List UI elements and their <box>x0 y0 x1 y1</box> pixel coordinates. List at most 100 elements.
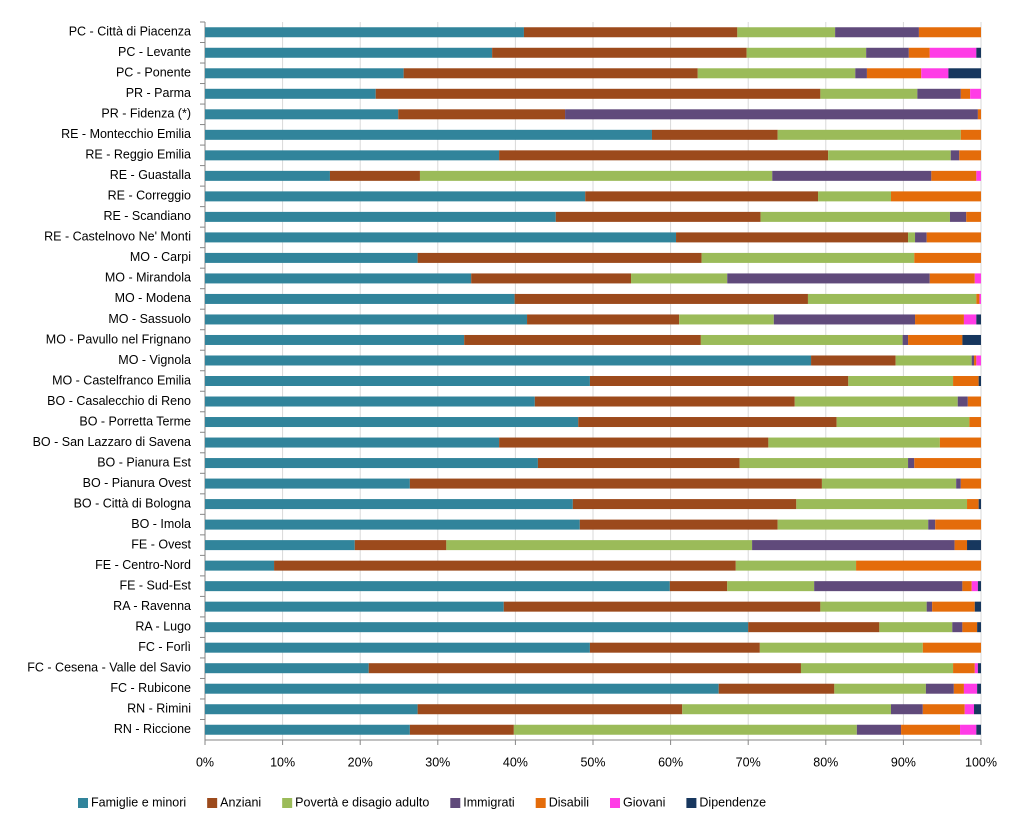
bar-segment <box>682 704 891 715</box>
bar-segment <box>205 252 418 263</box>
y-tick-label: MO - Castelfranco Emilia <box>52 373 191 387</box>
bar-segment <box>205 47 493 58</box>
y-tick-label: RA - Ravenna <box>113 599 191 613</box>
bar-segment <box>701 252 915 263</box>
bar-segment <box>848 376 954 386</box>
y-tick-label: RE - Montecchio Emilia <box>61 127 191 141</box>
y-tick-label: BO - Imola <box>131 517 191 531</box>
bar-segment <box>966 211 981 222</box>
bar-segment <box>914 252 981 263</box>
bar-segment <box>679 314 774 325</box>
bar-segment <box>403 68 698 79</box>
x-tick-label: 70% <box>736 755 761 769</box>
bar-segment <box>953 663 975 674</box>
bar-segment <box>922 642 981 653</box>
legend-swatch <box>282 798 293 808</box>
legend-label: Disabili <box>549 795 589 809</box>
bar-segment <box>976 293 980 304</box>
bar-segment <box>727 273 930 284</box>
bar-segment <box>205 273 472 284</box>
bar-segment <box>274 560 736 571</box>
x-tick-label: 40% <box>503 755 528 769</box>
x-tick-label: 50% <box>580 755 605 769</box>
bar-segment <box>820 88 918 99</box>
bar-segment <box>974 663 978 674</box>
bar-segment <box>917 88 961 99</box>
x-tick-label: 20% <box>348 755 373 769</box>
legend-label: Povertà e disagio adulto <box>295 795 429 809</box>
legend-label: Giovani <box>623 795 665 809</box>
bar-segment <box>205 704 418 715</box>
bar-segment <box>205 519 580 530</box>
y-tick-label: FC - Rubicone <box>110 681 191 695</box>
bar-segment <box>918 27 981 38</box>
bar-segment <box>777 129 961 140</box>
y-tick-label: PR - Parma <box>126 86 191 100</box>
bar-segment <box>977 581 981 592</box>
bar-segment <box>205 581 670 592</box>
bar-segment <box>967 499 979 510</box>
bar-segment <box>932 601 975 612</box>
legend-swatch <box>686 798 697 808</box>
bar-segment <box>205 232 677 243</box>
bar-segment <box>901 724 961 735</box>
bar-segment <box>471 273 632 284</box>
bar-segment <box>503 601 821 612</box>
bar-segment <box>205 396 535 407</box>
y-tick-label: RE - Castelnovo Ne' Monti <box>44 230 191 244</box>
bar-segment <box>977 663 981 674</box>
bar-segment <box>963 314 977 325</box>
bar-segment <box>835 27 919 38</box>
bar-segment <box>811 355 896 366</box>
bar-segment <box>828 150 951 161</box>
y-tick-label: BO - Pianura Est <box>97 455 191 469</box>
bar-segment <box>329 170 420 181</box>
bar-segment <box>572 499 797 510</box>
bar-segment <box>760 211 950 222</box>
legend-swatch <box>78 798 88 808</box>
bar-segment <box>796 499 968 510</box>
bar-segment <box>915 232 927 243</box>
bar-segment <box>926 232 981 243</box>
x-tick-label: 30% <box>425 755 450 769</box>
bar-segment <box>578 417 837 428</box>
bar-segment <box>735 560 857 571</box>
bar-segment <box>205 68 404 79</box>
bar-segment <box>978 499 981 510</box>
bar-segment <box>954 540 968 551</box>
bar-segment <box>977 683 981 694</box>
legend-swatch <box>610 798 620 808</box>
bar-segment <box>895 355 972 366</box>
bar-segment <box>935 519 981 530</box>
bar-segment <box>976 355 981 366</box>
bar-segment <box>417 252 702 263</box>
bar-segment <box>205 458 538 469</box>
bar-segment <box>375 88 821 99</box>
y-tick-label: FC - Cesena - Valle del Savio <box>27 660 191 674</box>
bar-segment <box>409 478 822 489</box>
bar-segment <box>676 232 909 243</box>
y-tick-label: MO - Sassuolo <box>108 312 191 326</box>
bar-segment <box>205 109 399 120</box>
bar-segment <box>205 355 812 366</box>
bar-segment <box>960 129 981 140</box>
x-tick-label: 100% <box>965 755 997 769</box>
legend-swatch <box>535 798 546 808</box>
bar-segment <box>579 519 778 530</box>
bar-segment <box>908 458 915 469</box>
bar-segment <box>953 683 964 694</box>
y-tick-label: BO - Città di Bologna <box>74 496 191 510</box>
bar-segment <box>739 458 909 469</box>
bar-segment <box>908 232 916 243</box>
bar-segment <box>977 109 981 120</box>
bar-segment <box>950 150 960 161</box>
bar-segment <box>205 150 500 161</box>
bar-segment <box>956 478 961 489</box>
bar-segment <box>953 376 979 386</box>
bar-segment <box>939 437 981 448</box>
bar-segment <box>499 150 829 161</box>
bar-segment <box>205 478 410 489</box>
bar-segment <box>205 540 355 551</box>
y-tick-label: BO - Porretta Terme <box>79 414 191 428</box>
